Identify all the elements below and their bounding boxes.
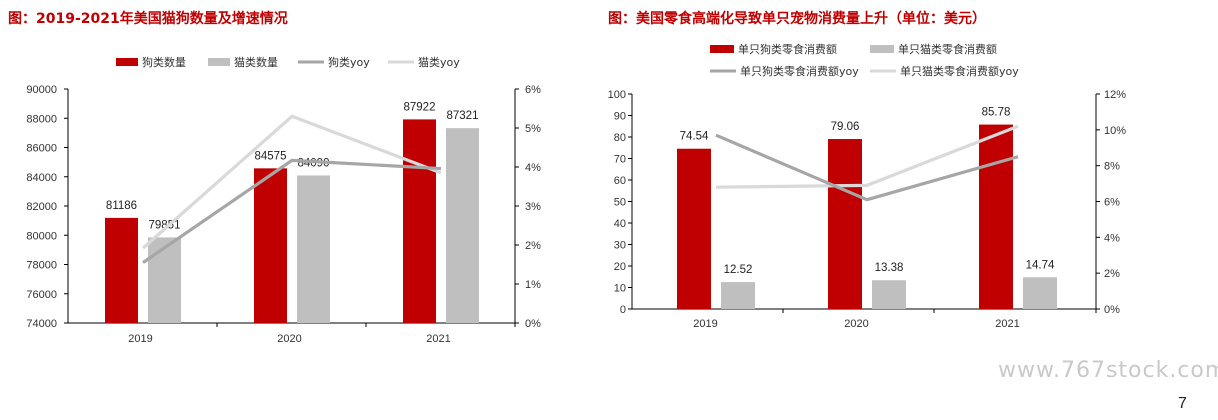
chart2-legend-label: 单只猫类零食消费额yoy (900, 64, 1019, 78)
chart2-line-dog-yoy (715, 133, 1019, 202)
chart1-line-cat-yoy (141, 114, 442, 250)
chart1-y2-tick-label: 2% (525, 240, 541, 252)
chart1-bar-cat (297, 175, 330, 323)
chart1-y2-tick-label: 6% (525, 84, 541, 96)
chart2-legend-label: 单只猫类零食消费额 (898, 42, 997, 56)
chart2-bar-value-label: 79.06 (831, 121, 860, 133)
chart1-y-tick-label: 86000 (26, 143, 57, 155)
chart1-y2-tick-label: 1% (525, 279, 541, 291)
chart1-legend-label: 猫类数量 (234, 55, 278, 69)
chart1-bar-value-label: 81186 (106, 200, 137, 212)
chart2-legend-label: 单只狗类零食消费额 (738, 42, 837, 56)
chart2-x-tick-label: 2021 (995, 318, 1019, 330)
chart1-y-tick-label: 84000 (26, 172, 57, 184)
chart2-y-tick-label: 70 (614, 154, 626, 166)
chart1-bar-dog (254, 168, 287, 323)
chart2-bar-value-label: 13.38 (875, 262, 904, 274)
chart1-y2-tick-label: 5% (525, 123, 541, 135)
chart1-bar-value-label: 84575 (255, 150, 287, 162)
chart1-y-tick-label: 88000 (26, 113, 57, 125)
chart2-bar-cat (1023, 277, 1057, 309)
chart1-bar-dog (403, 119, 436, 323)
chart2-y2-tick-label: 12% (1104, 89, 1126, 101)
chart2-x-tick-label: 2020 (844, 318, 868, 330)
chart2-bar-cat (721, 282, 755, 309)
chart2-bar-value-label: 14.74 (1026, 259, 1055, 271)
chart2-y2-tick-label: 4% (1104, 232, 1120, 244)
chart1-y-tick-label: 78000 (26, 260, 57, 272)
chart1-legend-label: 狗类yoy (328, 55, 370, 69)
chart1-legend-swatch (116, 58, 138, 66)
chart2-y-tick-label: 80 (614, 132, 626, 144)
chart2-y-tick-label: 100 (608, 89, 626, 101)
page-number: 7 (1178, 395, 1187, 412)
chart2-y2-tick-label: 10% (1104, 125, 1126, 137)
chart2-y-tick-label: 30 (614, 240, 626, 252)
chart2-bar-value-label: 74.54 (680, 131, 709, 143)
chart2-bar-dog (677, 148, 711, 309)
chart2-y-tick-label: 50 (614, 197, 626, 209)
chart1-x-tick-label: 2020 (277, 333, 301, 345)
chart2-x-tick-label: 2019 (693, 318, 717, 330)
chart2-y-tick-label: 10 (614, 283, 626, 295)
watermark: www.767stock.com (998, 358, 1218, 383)
chart1-y2-tick-label: 3% (525, 201, 541, 213)
chart1-y-tick-label: 80000 (26, 230, 57, 242)
chart2-y2-tick-label: 8% (1104, 161, 1120, 173)
chart1-y-tick-label: 76000 (26, 289, 57, 301)
chart2-y-tick-label: 40 (614, 218, 626, 230)
chart2-bar-value-label: 12.52 (724, 264, 753, 276)
chart1-y-tick-label: 82000 (26, 201, 57, 213)
chart1-legend-label: 狗类数量 (142, 55, 186, 69)
chart2-bar-value-label: 85.78 (982, 107, 1011, 119)
chart1-bar-value-label: 87321 (447, 110, 479, 122)
chart1-x-tick-label: 2021 (426, 333, 450, 345)
chart1-bar-value-label: 87922 (404, 101, 436, 113)
chart1-line-dog-yoy (142, 158, 442, 264)
chart2-y-tick-label: 0 (620, 304, 626, 316)
chart2-y-tick-label: 20 (614, 261, 626, 273)
chart1-legend-label: 猫类yoy (418, 55, 460, 69)
chart2-line-cat-yoy (715, 124, 1019, 189)
chart1-y-tick-label: 90000 (26, 84, 57, 96)
chart-title-pet-count: 图：2019-2021年美国猫狗数量及增速情况 (8, 11, 288, 27)
chart2-legend-swatch (870, 45, 894, 53)
chart2-y2-tick-label: 6% (1104, 197, 1120, 209)
chart2-bar-dog (979, 124, 1013, 309)
chart1-y-tick-label: 74000 (26, 318, 57, 330)
chart2-legend-swatch (710, 45, 734, 53)
chart1-bar-cat (446, 128, 479, 323)
chart1-x-tick-label: 2019 (128, 333, 152, 345)
chart2-bar-dog (828, 139, 862, 309)
chart1-y2-tick-label: 4% (525, 162, 541, 174)
chart1-bar-cat (148, 237, 181, 323)
chart1-legend-swatch (208, 58, 230, 66)
chart2-y-tick-label: 60 (614, 175, 626, 187)
chart2-y2-tick-label: 0% (1104, 304, 1120, 316)
chart2-y2-tick-label: 2% (1104, 268, 1120, 280)
chart2-legend-label: 单只狗类零食消费额yoy (740, 64, 859, 78)
chart-title-snack-spend: 图：美国零食高端化导致单只宠物消费量上升（单位：美元） (608, 11, 986, 27)
chart1-bar-dog (105, 217, 138, 323)
chart2-bar-cat (872, 280, 906, 309)
chart1-y2-tick-label: 0% (525, 318, 541, 330)
chart2-y-tick-label: 90 (614, 111, 626, 123)
